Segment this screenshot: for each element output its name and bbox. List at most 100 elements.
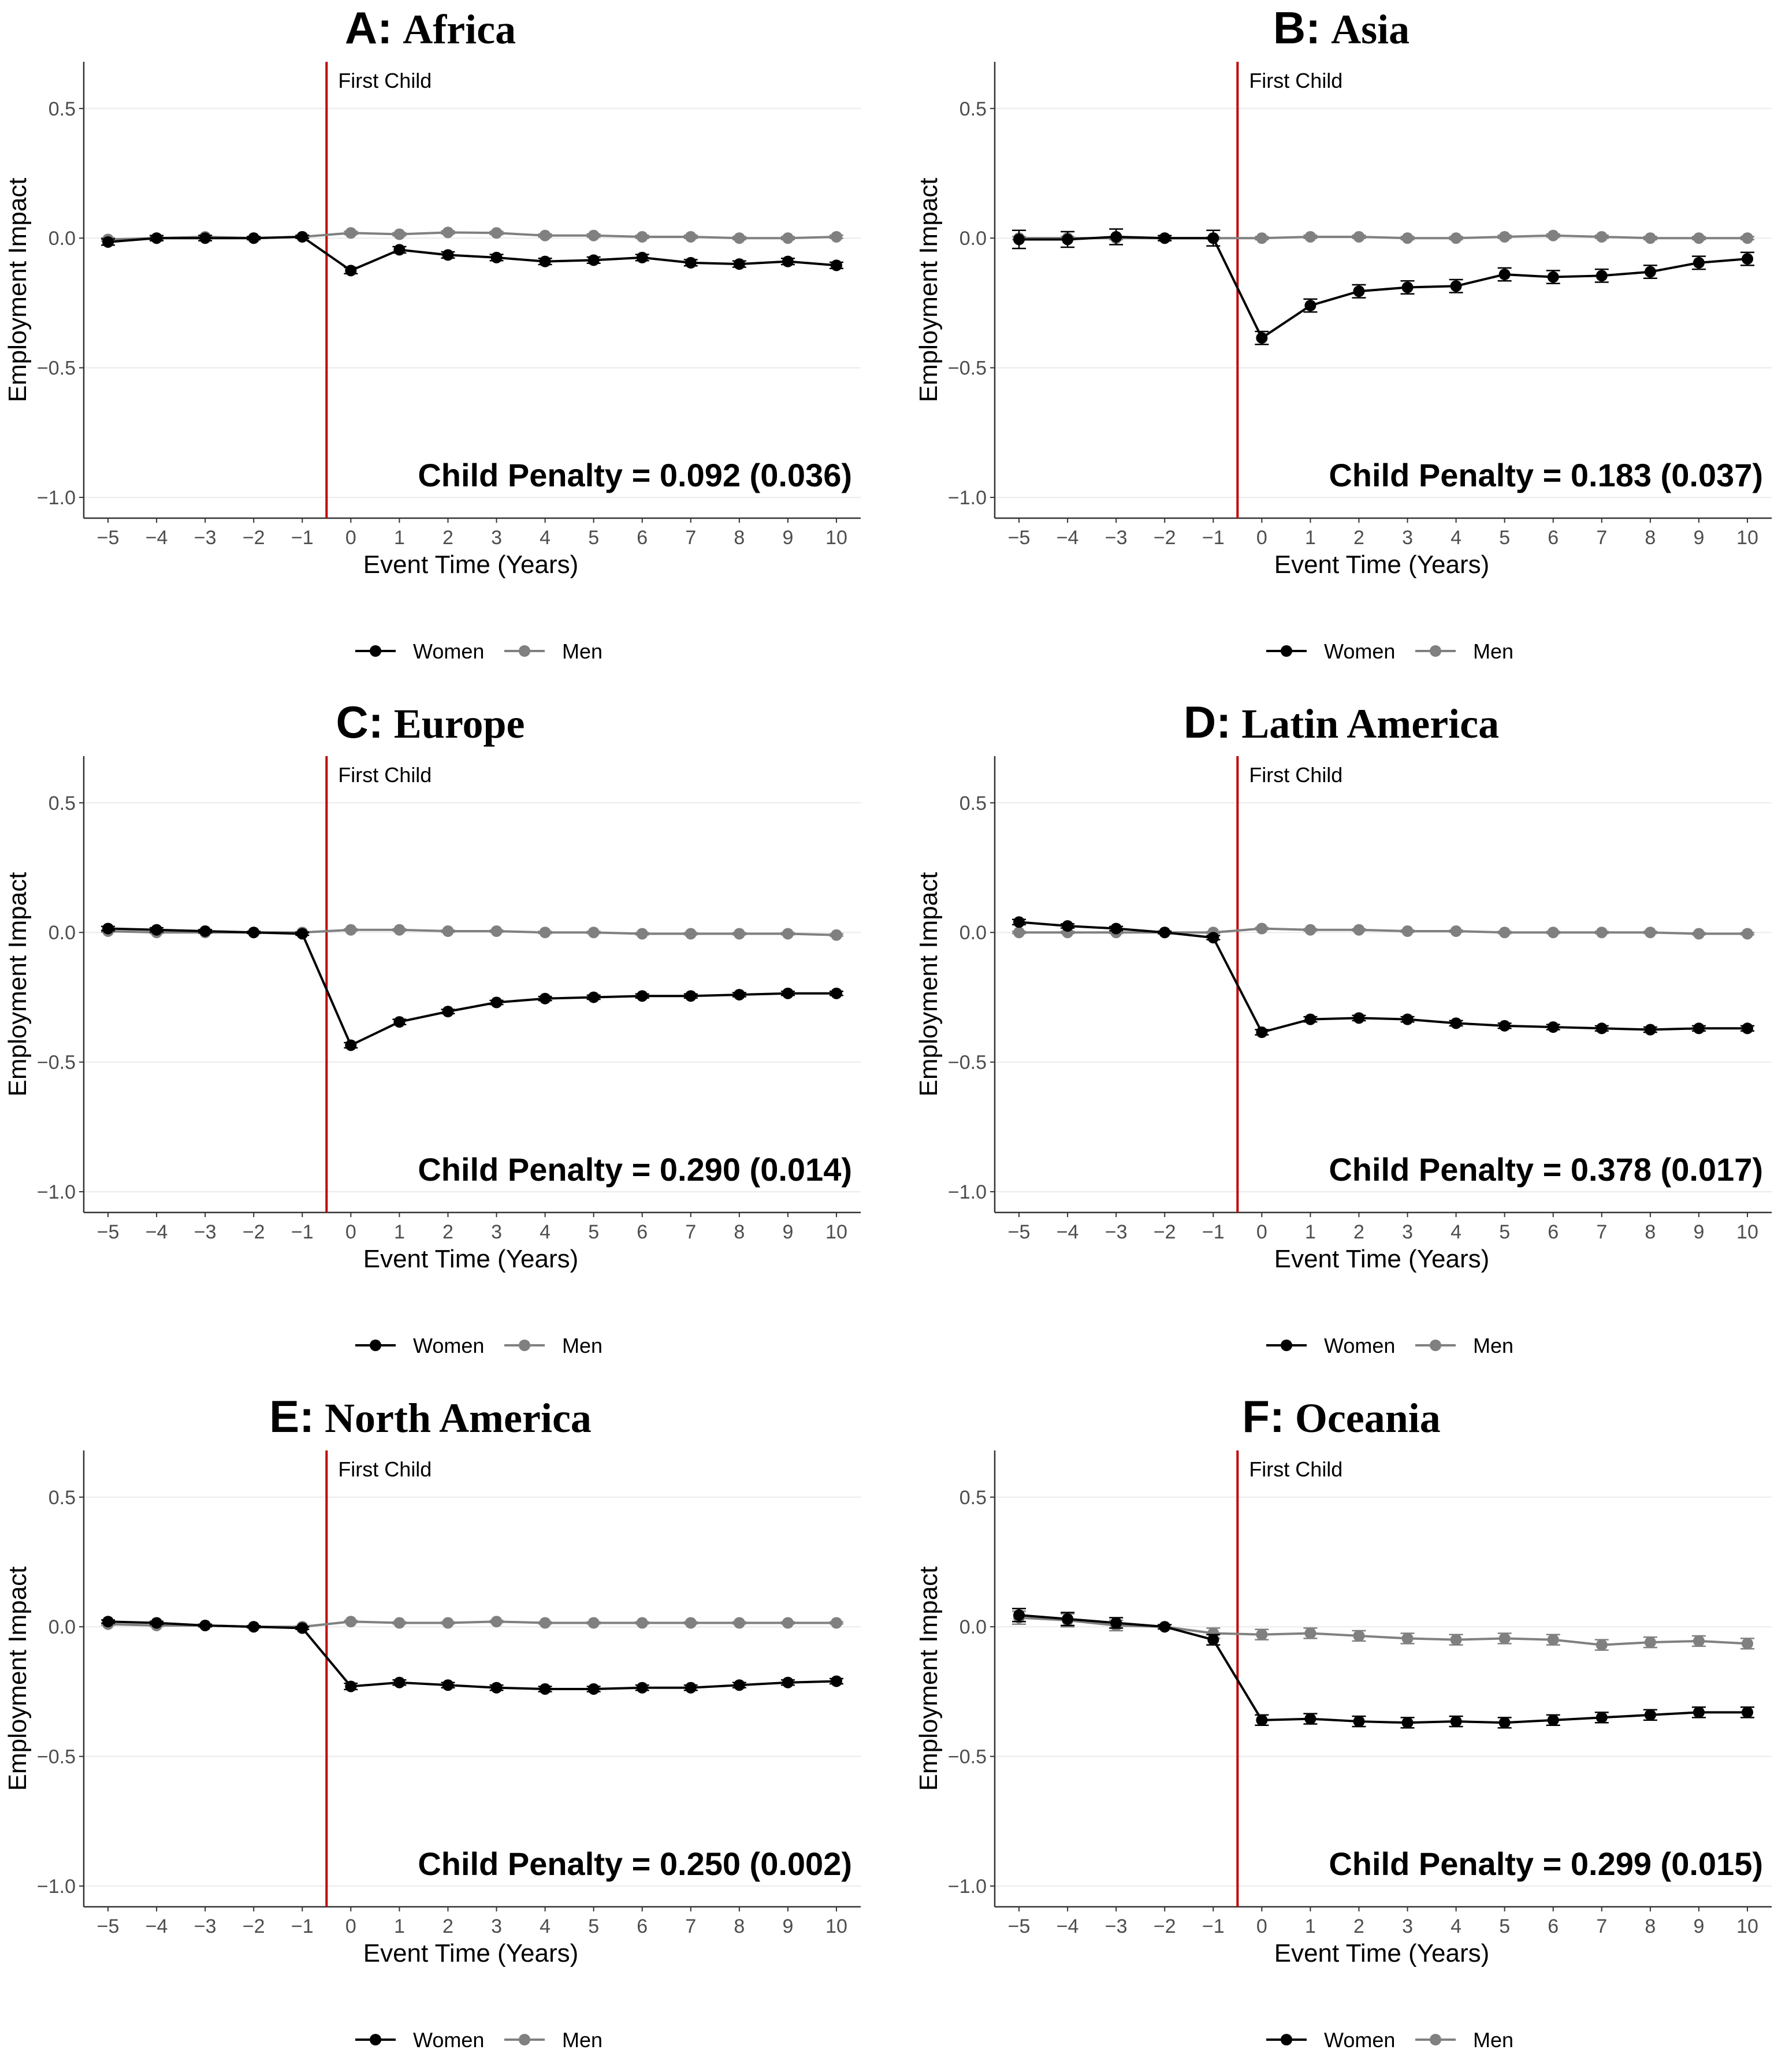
y-axis-title: Employment Impact bbox=[914, 178, 943, 403]
y-tick-label: 0.0 bbox=[959, 1616, 987, 1638]
legend-men-label: Men bbox=[1473, 2028, 1513, 2052]
series-women-point bbox=[393, 244, 406, 256]
chart-title-letter: C: bbox=[336, 697, 383, 747]
series-women-point bbox=[685, 990, 697, 1002]
series-women-point bbox=[1644, 266, 1656, 278]
series-men-point bbox=[1498, 230, 1511, 243]
event-line-label: First Child bbox=[338, 763, 432, 787]
child-penalty-annotation: Child Penalty = 0.378 (0.017) bbox=[1329, 1151, 1763, 1188]
series-women-line bbox=[1018, 921, 1747, 1034]
series-men-point bbox=[442, 925, 454, 937]
y-tick-label: −0.5 bbox=[37, 1746, 76, 1768]
chart-title-letter: B: bbox=[1273, 2, 1321, 53]
child-penalty-annotation: Child Penalty = 0.250 (0.002) bbox=[418, 1846, 852, 1882]
series-women-point bbox=[442, 1006, 454, 1018]
x-tick-label: −4 bbox=[146, 527, 168, 549]
y-tick-label: 0.5 bbox=[49, 793, 76, 814]
x-tick-label: 10 bbox=[1736, 527, 1758, 549]
y-tick-label: 0.0 bbox=[49, 1616, 76, 1638]
series-men-point bbox=[587, 229, 600, 241]
series-women-point bbox=[151, 232, 163, 244]
series-men-point bbox=[490, 227, 503, 239]
x-tick-label: 0 bbox=[1256, 527, 1267, 549]
chart-title-letter: F: bbox=[1242, 1391, 1285, 1442]
series-women-point bbox=[248, 1621, 260, 1633]
x-tick-label: 1 bbox=[394, 1915, 405, 1937]
series-men-point bbox=[636, 1617, 648, 1629]
chart-panel: C: Europe 0.5 0.0 −0.5 −1.0 −5 −4 −3 −2 −1 0 1 2 3 4 5 6 7… bbox=[3, 697, 861, 1357]
series-women-point bbox=[1304, 1013, 1316, 1025]
series-men-point bbox=[782, 1617, 794, 1629]
series-women-point bbox=[1062, 1613, 1074, 1625]
series-women-point bbox=[1596, 1022, 1608, 1035]
series-women-point bbox=[1256, 1026, 1268, 1039]
series-women-point bbox=[102, 922, 114, 935]
x-tick-label: 2 bbox=[442, 1221, 453, 1243]
series-women-point bbox=[199, 1619, 211, 1631]
series-men-point bbox=[636, 230, 648, 243]
x-axis-title: Event Time (Years) bbox=[363, 550, 579, 579]
series-women-point bbox=[830, 1675, 842, 1687]
x-tick-label: 4 bbox=[540, 1915, 551, 1937]
series-women-point bbox=[296, 230, 308, 243]
series-women-point bbox=[1498, 1717, 1511, 1729]
series-women-point bbox=[490, 1682, 503, 1694]
chart-title-letter: D: bbox=[1184, 697, 1231, 747]
chart-panel: B: Asia 0.5 0.0 −0.5 −1.0 −5 −4 −3 −2 −1 0 1 2 3 4 5 6 7 8 9… bbox=[914, 2, 1772, 663]
series-women-point bbox=[393, 1676, 406, 1688]
series-women-point bbox=[1062, 233, 1074, 245]
child-penalty-annotation: Child Penalty = 0.299 (0.015) bbox=[1329, 1846, 1763, 1882]
series-men-point bbox=[782, 928, 794, 940]
x-tick-label: −4 bbox=[1057, 1221, 1079, 1243]
y-tick-label: −1.0 bbox=[37, 1181, 76, 1203]
series-women-point bbox=[1353, 1716, 1365, 1728]
series-women-point bbox=[1644, 1024, 1656, 1036]
legend-women-label: Women bbox=[413, 1334, 484, 1357]
series-men-point bbox=[539, 927, 551, 939]
chart-panel: A: Africa 0.5 0.0 −0.5 −1.0 −5 −4 −3 −2 −1 0 1 2 3 4 5 6 7… bbox=[3, 2, 861, 663]
legend-men-marker bbox=[1430, 1340, 1441, 1351]
x-tick-label: 4 bbox=[1451, 1221, 1461, 1243]
x-tick-label: 0 bbox=[345, 1221, 356, 1243]
series-men-point bbox=[1304, 924, 1316, 936]
series-men-point bbox=[490, 925, 503, 937]
series-men-point bbox=[587, 927, 600, 939]
x-tick-label: 10 bbox=[825, 1915, 847, 1937]
y-tick-label: −0.5 bbox=[37, 358, 76, 380]
series-women-point bbox=[685, 256, 697, 269]
y-axis-title: Employment Impact bbox=[914, 872, 943, 1097]
series-men-point bbox=[345, 1616, 357, 1628]
x-tick-label: −3 bbox=[194, 527, 217, 549]
series-men-point bbox=[830, 1617, 842, 1629]
x-tick-label: 2 bbox=[442, 1915, 453, 1937]
x-axis-title: Event Time (Years) bbox=[1274, 550, 1490, 579]
series-women-point bbox=[248, 927, 260, 939]
series-women-point bbox=[587, 254, 600, 266]
series-women-point bbox=[733, 988, 745, 1000]
series-women-line bbox=[107, 235, 837, 272]
x-tick-label: 9 bbox=[1693, 527, 1704, 549]
series-men-point bbox=[1401, 925, 1414, 937]
series-women-point bbox=[1450, 1716, 1462, 1728]
series-women-point bbox=[442, 249, 454, 261]
series-men-point bbox=[733, 232, 745, 244]
series-women-point bbox=[199, 232, 211, 244]
x-tick-label: 6 bbox=[1548, 527, 1559, 549]
legend-women-marker bbox=[370, 2034, 381, 2045]
x-tick-label: −3 bbox=[194, 1221, 217, 1243]
series-women-point bbox=[1256, 332, 1268, 344]
x-tick-label: 5 bbox=[588, 1915, 599, 1937]
series-men-point bbox=[1547, 927, 1559, 939]
series-men-point bbox=[539, 229, 551, 241]
series-women-point bbox=[782, 987, 794, 999]
series-women-point bbox=[1013, 916, 1025, 928]
series-men-point bbox=[393, 924, 406, 936]
x-axis-title: Event Time (Years) bbox=[363, 1939, 579, 1967]
series-women-point bbox=[636, 990, 648, 1002]
x-tick-label: 0 bbox=[345, 1915, 356, 1937]
x-tick-label: 7 bbox=[685, 1221, 696, 1243]
x-tick-label: 1 bbox=[394, 1221, 405, 1243]
series-women-point bbox=[830, 987, 842, 999]
x-tick-label: 2 bbox=[442, 527, 453, 549]
y-tick-label: −0.5 bbox=[948, 358, 987, 380]
